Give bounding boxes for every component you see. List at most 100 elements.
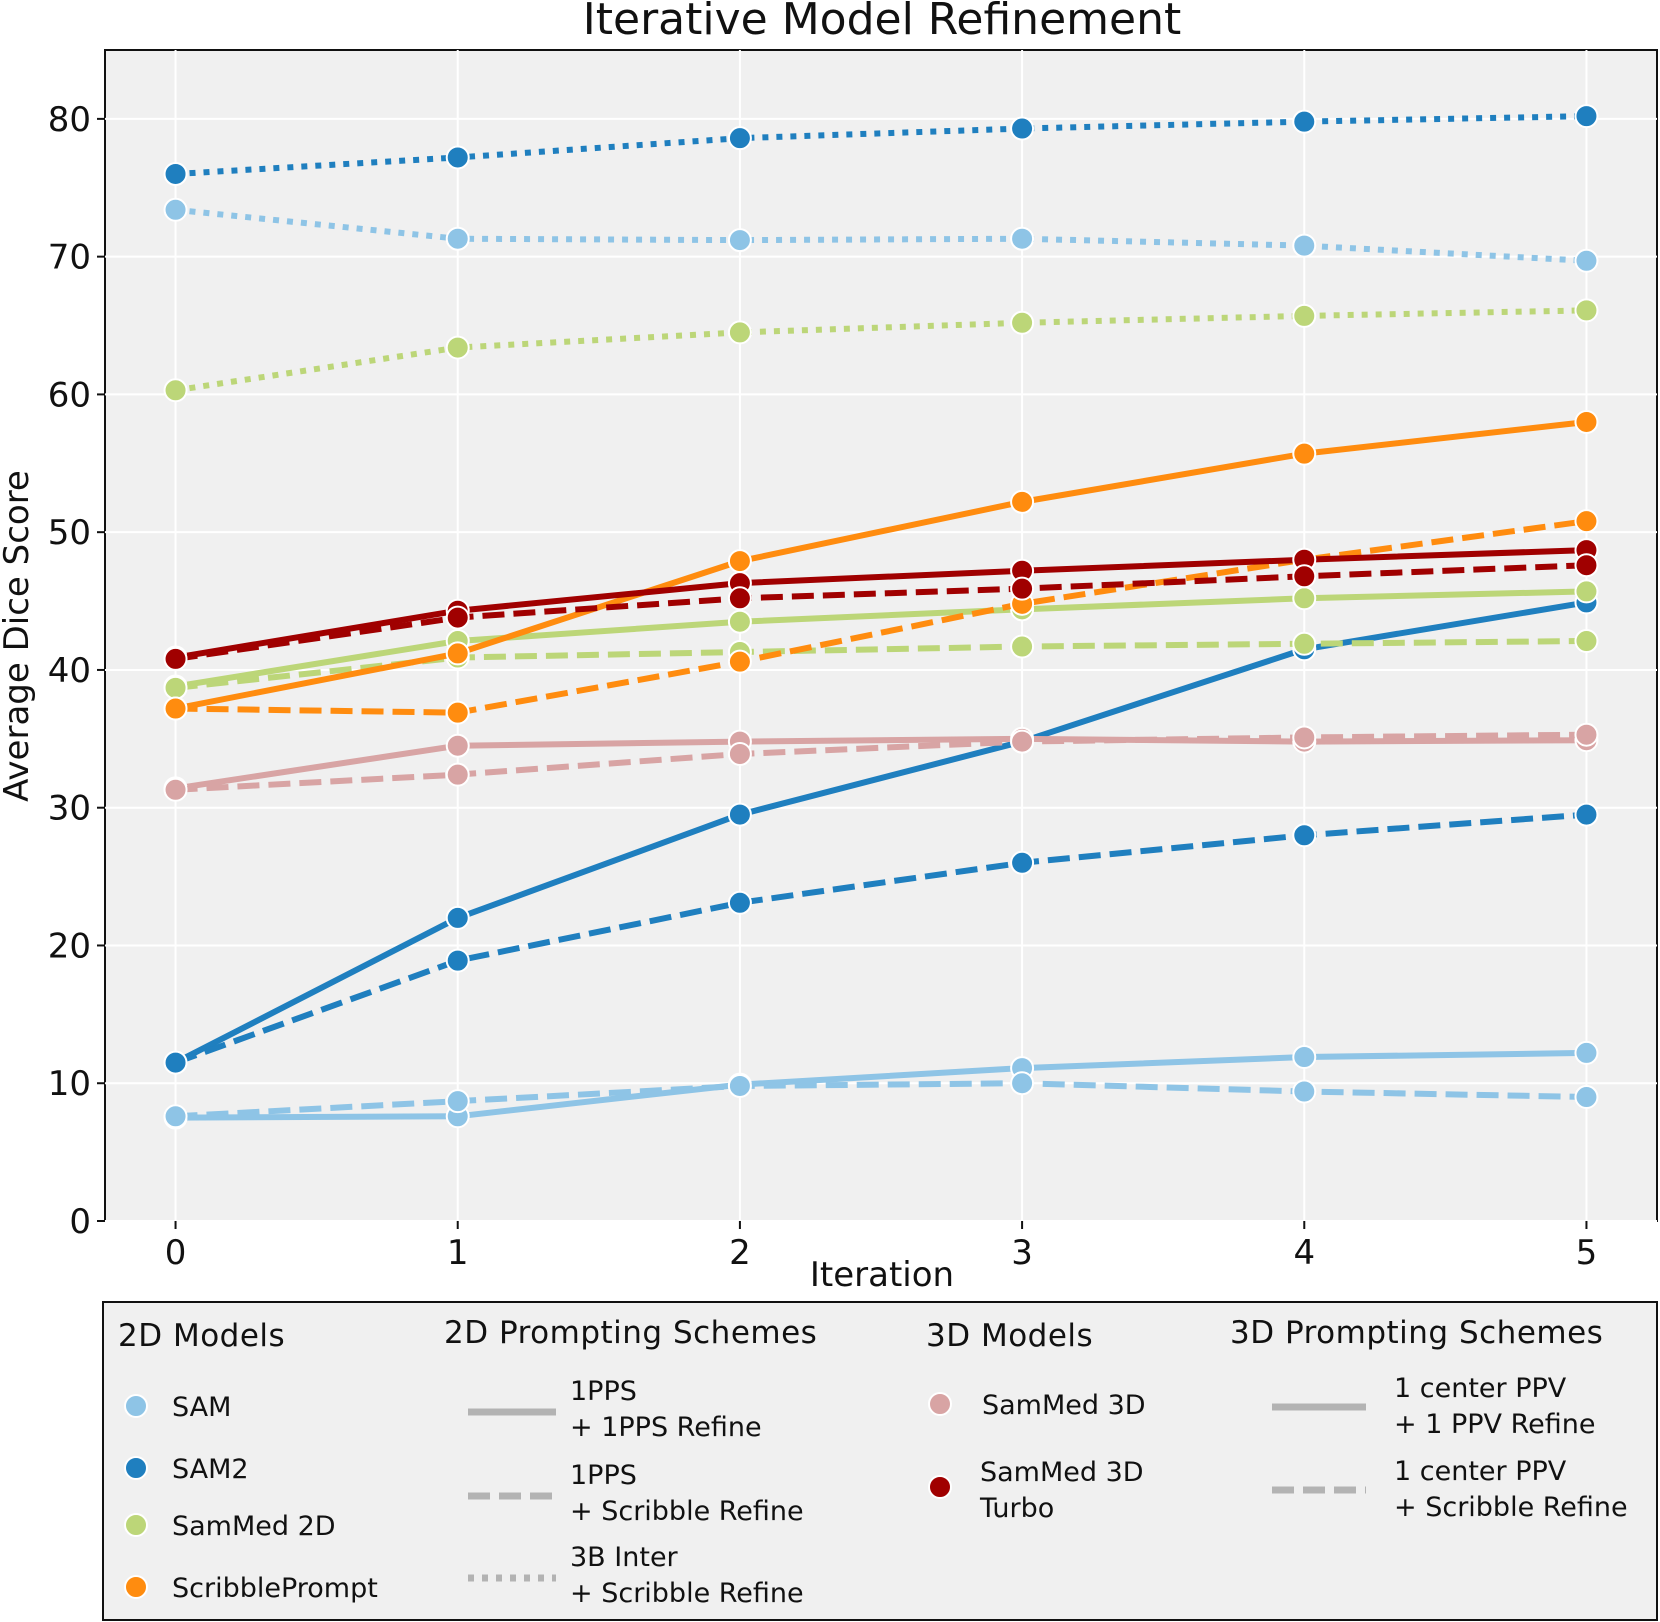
- point-sam-dotted-3: [1010, 226, 1035, 251]
- legend-marker-sammed-2d: [124, 1513, 148, 1537]
- point-sam2-dashed-5: [1574, 802, 1599, 827]
- legend-marker-sam2: [124, 1456, 148, 1480]
- point-sammed-2d-dashed-5: [1574, 629, 1599, 654]
- point-sam-solid-5: [1574, 1040, 1599, 1065]
- series-line-sammed-3d-turbo-solid: [175, 547, 1587, 661]
- series-sam2-dashed: [163, 802, 1599, 1075]
- x-axis-title: Iteration: [810, 1255, 954, 1295]
- series-line-sammed-2d-dotted: [175, 307, 1587, 394]
- series-line-sam2-dashed: [174, 811, 1587, 1066]
- legend-label-sam: SAM: [172, 1392, 231, 1423]
- point-sammed-2d-dotted-5: [1574, 298, 1599, 323]
- legend-marker-3d-1: [928, 1475, 952, 1499]
- point-sammed-3d-dashed-2: [727, 741, 752, 766]
- series-line-sam-solid: [175, 1049, 1587, 1121]
- point-sam-dotted-1: [445, 226, 470, 251]
- tick-label-y-60: 60: [48, 375, 91, 415]
- legend-items: SAM SAM2 SamMed 2D ScribblePrompt 1PPS + 1PPS…: [124, 1373, 1628, 1609]
- point-sam-dashed-4: [1292, 1079, 1317, 1104]
- tick-label-x-1: 1: [447, 1233, 469, 1273]
- series-line-sammed-3d-turbo-dashed: [175, 562, 1587, 662]
- point-sammed-2d-dashed-3: [1010, 634, 1035, 659]
- point-scribbleprompt-solid-5: [1574, 409, 1599, 434]
- point-sam-solid-4: [1292, 1045, 1317, 1070]
- legend-label-sam2: SAM2: [172, 1454, 249, 1485]
- point-sammed-3d-dashed-5: [1574, 722, 1599, 747]
- legend-label-3d-scheme-solid-line2: + 1 PPV Refine: [1394, 1409, 1595, 1440]
- series-line-sammed-3d-dashed: [175, 731, 1587, 793]
- point-sam2-dotted-4: [1292, 109, 1317, 134]
- legend-box: [102, 1301, 1658, 1621]
- legend-title-2d-models: 2D Models: [118, 1318, 285, 1354]
- point-scribbleprompt-solid-1: [445, 641, 470, 666]
- point-sammed-2d-solid-4: [1292, 586, 1317, 611]
- point-sam2-dotted-3: [1010, 116, 1035, 141]
- series-sam2-dotted: [163, 104, 1599, 186]
- tick-label-y-50: 50: [48, 513, 91, 553]
- tick-label-y-0: 0: [69, 1202, 91, 1242]
- point-sam2-dashed-2: [727, 890, 752, 915]
- point-sammed-2d-dashed-4: [1292, 631, 1317, 656]
- point-sam-dotted-5: [1574, 248, 1599, 273]
- point-sam2-dotted-1: [445, 145, 470, 170]
- tick-label-y-40: 40: [48, 651, 91, 691]
- point-scribbleprompt-solid-4: [1292, 441, 1317, 466]
- point-sammed-3d-dashed-1: [445, 762, 470, 787]
- point-sammed-3d-turbo-dashed-3: [1010, 576, 1035, 601]
- series-line-sam-dotted: [175, 206, 1587, 264]
- series-line-sammed-2d-solid: [175, 588, 1587, 690]
- legend-label-2d-solid-line2: + 1PPS Refine: [570, 1412, 762, 1443]
- point-sam2-dashed-4: [1292, 823, 1317, 848]
- legend-label-2d-dashed-line1: 1PPS: [570, 1460, 637, 1491]
- point-sam2-dashed-3: [1010, 850, 1035, 875]
- legend-label-3d-scheme-dashed-line2: + Scribble Refine: [1394, 1492, 1628, 1523]
- point-sam-dotted-4: [1292, 233, 1317, 258]
- point-sam-dashed-1: [445, 1089, 470, 1114]
- series-line-sam2-dotted: [175, 113, 1587, 177]
- legend-label-3d-0: SamMed 3D: [982, 1390, 1146, 1421]
- point-sam-dotted-0: [163, 197, 188, 222]
- series-sam-dashed: [163, 1071, 1599, 1129]
- legend-label-scribbleprompt: ScribblePrompt: [172, 1573, 378, 1604]
- point-sammed-2d-dotted-3: [1010, 310, 1035, 335]
- point-sam2-dashed-0: [163, 1050, 188, 1075]
- y-axis-title: Average Dice Score: [0, 470, 37, 802]
- tick-label-x-2: 2: [729, 1233, 751, 1273]
- legend-title-3d-models: 3D Models: [926, 1318, 1093, 1354]
- point-sammed-2d-solid-2: [727, 609, 752, 634]
- point-sam-dotted-2: [727, 228, 752, 253]
- point-sammed-2d-dashed-0: [163, 675, 188, 700]
- series-sammed-3d-turbo-dashed: [163, 553, 1599, 671]
- legend-label-2d-dashed-line2: + Scribble Refine: [570, 1496, 804, 1527]
- series-line-sam-dashed: [175, 1080, 1587, 1120]
- point-sam2-dotted-2: [727, 126, 752, 151]
- point-scribbleprompt-solid-2: [727, 549, 752, 574]
- tick-label-y-80: 80: [48, 100, 91, 140]
- series-sammed-3d-dashed: [163, 722, 1599, 802]
- point-sammed-3d-solid-1: [445, 733, 470, 758]
- point-sammed-2d-dotted-2: [727, 320, 752, 345]
- series-sammed-2d-dotted: [163, 298, 1599, 403]
- series-line-scribbleprompt-dashed: [175, 518, 1587, 716]
- tick-label-y-10: 10: [48, 1064, 91, 1104]
- tick-label-x-3: 3: [1011, 1233, 1033, 1273]
- legend-label-2d-dotted-line1: 3B Inter: [570, 1542, 679, 1573]
- series-group: [163, 104, 1599, 1130]
- legend-label-sammed-2d: SamMed 2D: [172, 1511, 336, 1542]
- chart-title: Iterative Model Refinement: [583, 0, 1181, 45]
- point-sam2-solid-2: [727, 802, 752, 827]
- point-sammed-2d-dotted-4: [1292, 303, 1317, 328]
- point-sammed-3d-dashed-4: [1292, 725, 1317, 750]
- legend-label-3d-scheme-solid-line1: 1 center PPV: [1394, 1373, 1567, 1404]
- point-sammed-3d-dashed-0: [163, 777, 188, 802]
- legend-label-2d-dotted-line2: + Scribble Refine: [570, 1578, 804, 1609]
- point-sam2-solid-1: [445, 905, 470, 930]
- point-sam-dashed-0: [163, 1104, 188, 1129]
- point-sam-dashed-5: [1574, 1085, 1599, 1110]
- point-sammed-3d-turbo-dashed-5: [1574, 553, 1599, 578]
- tick-label-x-4: 4: [1293, 1233, 1315, 1273]
- tick-label-y-70: 70: [48, 238, 91, 278]
- legend-title-2d-schemes: 2D Prompting Schemes: [444, 1315, 817, 1351]
- tick-label-y-20: 20: [48, 926, 91, 966]
